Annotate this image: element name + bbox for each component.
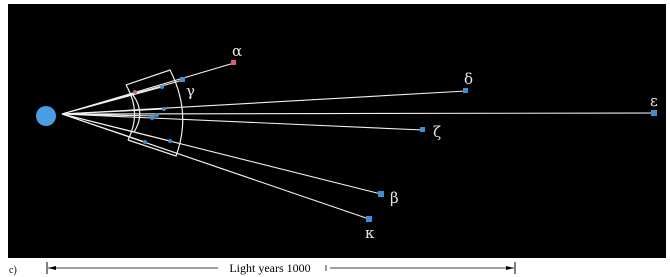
star [231,60,236,65]
star [651,110,657,116]
origin [36,106,56,126]
star [463,88,468,93]
star [180,77,185,82]
star-label: β [390,189,399,207]
dot [155,113,159,117]
dot [143,140,147,144]
star-label: ζ [433,123,441,141]
star-label: α [232,42,242,60]
diagram: α γ δ ε ζ β κ Light years 1000 c) [0,0,670,277]
star-label: δ [464,70,473,88]
star-label: ε [650,92,658,110]
dot [160,85,164,89]
star-label: κ [365,224,375,242]
panel-label: c) [9,265,17,276]
star [378,191,384,197]
star [420,127,425,132]
dot [150,116,154,120]
star-label: γ [186,82,195,100]
arrow-head [506,266,514,270]
scale-label: Light years 1000 [229,261,310,275]
dot [162,107,166,111]
dot [133,90,137,94]
scale-bar: Light years 1000 [47,261,515,275]
arrow-head [48,266,56,270]
background [8,4,666,258]
star [366,216,372,222]
dot [168,139,172,143]
